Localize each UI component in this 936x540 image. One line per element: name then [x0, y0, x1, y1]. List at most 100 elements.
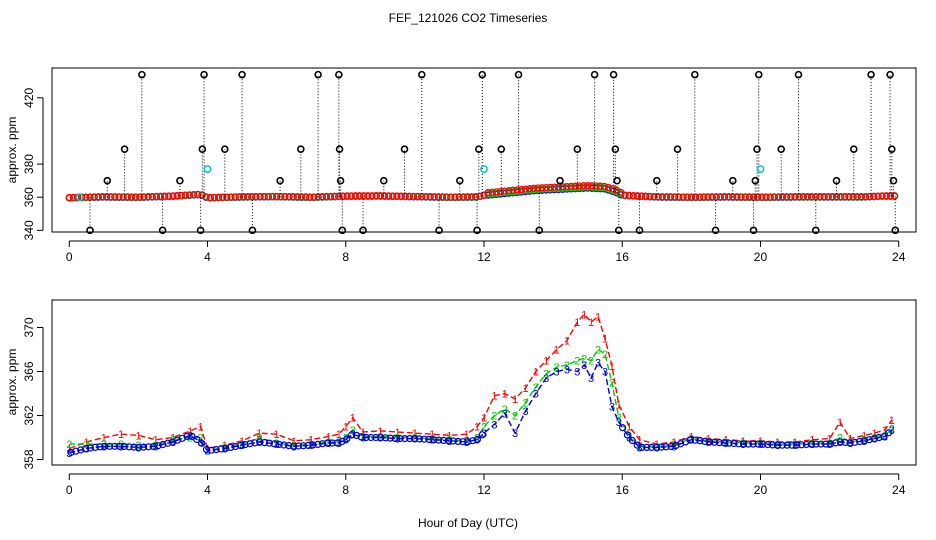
series-1-label: 1 — [291, 436, 297, 448]
series-2-label: 2 — [522, 397, 528, 409]
series-1-label: 1 — [574, 317, 580, 329]
series-3-point — [880, 433, 888, 441]
top-series-1-point — [799, 193, 807, 201]
series-3-point — [125, 443, 133, 451]
series-3-point — [231, 442, 240, 451]
series-3-point — [381, 434, 390, 442]
series-3-point — [246, 440, 254, 448]
top-series-1-point — [202, 193, 210, 201]
series-3-point — [865, 436, 873, 444]
top-series-1-point — [214, 193, 223, 201]
top-series-1-point — [148, 192, 156, 201]
top-series-1-point — [596, 182, 604, 190]
series-3-point — [464, 438, 472, 446]
cyan-point — [75, 193, 84, 202]
top-series-1-point — [152, 192, 161, 201]
series-3-point — [96, 443, 104, 451]
series-3-point — [691, 436, 699, 444]
top-series-1-point — [326, 192, 335, 201]
top-series-1-point — [405, 192, 414, 200]
top-series-1-point — [559, 183, 567, 191]
series-1-label: 1 — [84, 437, 90, 449]
top-series-1-point — [185, 191, 194, 199]
series-3-label: 3 — [533, 389, 539, 401]
series-3-point — [618, 424, 627, 432]
series-3-label: 3 — [512, 428, 518, 440]
series-1-label: 1 — [274, 429, 280, 441]
series-1-label: 1 — [336, 429, 342, 441]
series-3-point — [396, 435, 404, 443]
series-1-label: 1 — [889, 415, 895, 427]
top-series-1-point — [716, 193, 725, 201]
top-series-1-point — [604, 183, 613, 192]
series-3-point — [817, 440, 825, 448]
top-series-1-point — [530, 184, 538, 192]
top-series-1-point — [696, 193, 704, 201]
series-3-point — [764, 441, 772, 449]
series-3-label: 3 — [481, 428, 487, 440]
top-series-1-point — [140, 193, 148, 201]
series-3-label: 3 — [412, 434, 418, 446]
series-3-point — [860, 437, 869, 445]
series-3-point — [144, 443, 152, 451]
series-1-label: 1 — [636, 435, 642, 447]
top-series-1-point — [849, 193, 857, 201]
series-1-label: 1 — [325, 431, 331, 443]
top-series-1-point — [882, 192, 890, 200]
series-3-point — [294, 442, 302, 450]
series-2-label: 2 — [491, 411, 497, 423]
top-series-1-point — [131, 193, 140, 201]
series-2-label: 2 — [626, 430, 632, 442]
top-series-1-point — [438, 193, 447, 201]
series-3-point — [304, 441, 312, 449]
series-3-point — [372, 433, 380, 442]
spike-point — [751, 176, 760, 185]
top-series-1-point — [658, 193, 666, 201]
top-series-1-point — [778, 193, 787, 201]
series-3-point — [638, 443, 646, 451]
series-3-point — [836, 438, 844, 446]
top-series-1-point — [127, 193, 136, 201]
series-1-label: 1 — [474, 422, 480, 434]
spike-point — [400, 145, 409, 153]
series-1-label: 1 — [153, 435, 159, 447]
top-series-1-point — [368, 192, 376, 200]
top-plot-frame — [51, 67, 917, 233]
series-1-label: 1 — [350, 413, 356, 425]
top-series-1-point — [745, 193, 754, 201]
top-series-1-point — [625, 191, 633, 200]
series-3-point — [227, 443, 235, 451]
series-3-label: 3 — [602, 367, 608, 379]
series-3-point — [352, 431, 361, 439]
top-series-1-point — [803, 193, 812, 201]
series-3-label: 3 — [543, 373, 549, 385]
top-series-1-point — [704, 193, 712, 201]
spike-point — [176, 176, 184, 185]
spike-point — [535, 226, 544, 235]
series-3-point — [454, 437, 462, 445]
series-2-label: 2 — [554, 362, 560, 374]
top-x-tick-label: 8 — [342, 250, 349, 264]
series-3-point — [91, 443, 99, 451]
top-series-1-point — [725, 193, 733, 201]
series-1-label: 1 — [118, 429, 124, 441]
series-2-label: 2 — [170, 435, 176, 447]
cyan-point — [756, 165, 765, 174]
top-series-1-point — [874, 192, 882, 200]
top-series-1-point — [733, 193, 741, 201]
top-series-1-point — [430, 193, 438, 201]
series-3-label: 3 — [775, 440, 781, 452]
series-3-point — [164, 439, 172, 447]
series-3-point — [701, 437, 709, 445]
top-x-tick-label: 0 — [66, 250, 73, 264]
series-2-label: 2 — [325, 437, 331, 449]
series-3-point — [362, 433, 370, 442]
series-3-label: 3 — [564, 364, 570, 376]
top-series-1-point — [331, 192, 339, 200]
series-3-point — [444, 437, 452, 445]
series-3-point — [280, 441, 288, 449]
top-series-1-point — [534, 184, 542, 192]
top-series-1-point — [434, 193, 443, 201]
